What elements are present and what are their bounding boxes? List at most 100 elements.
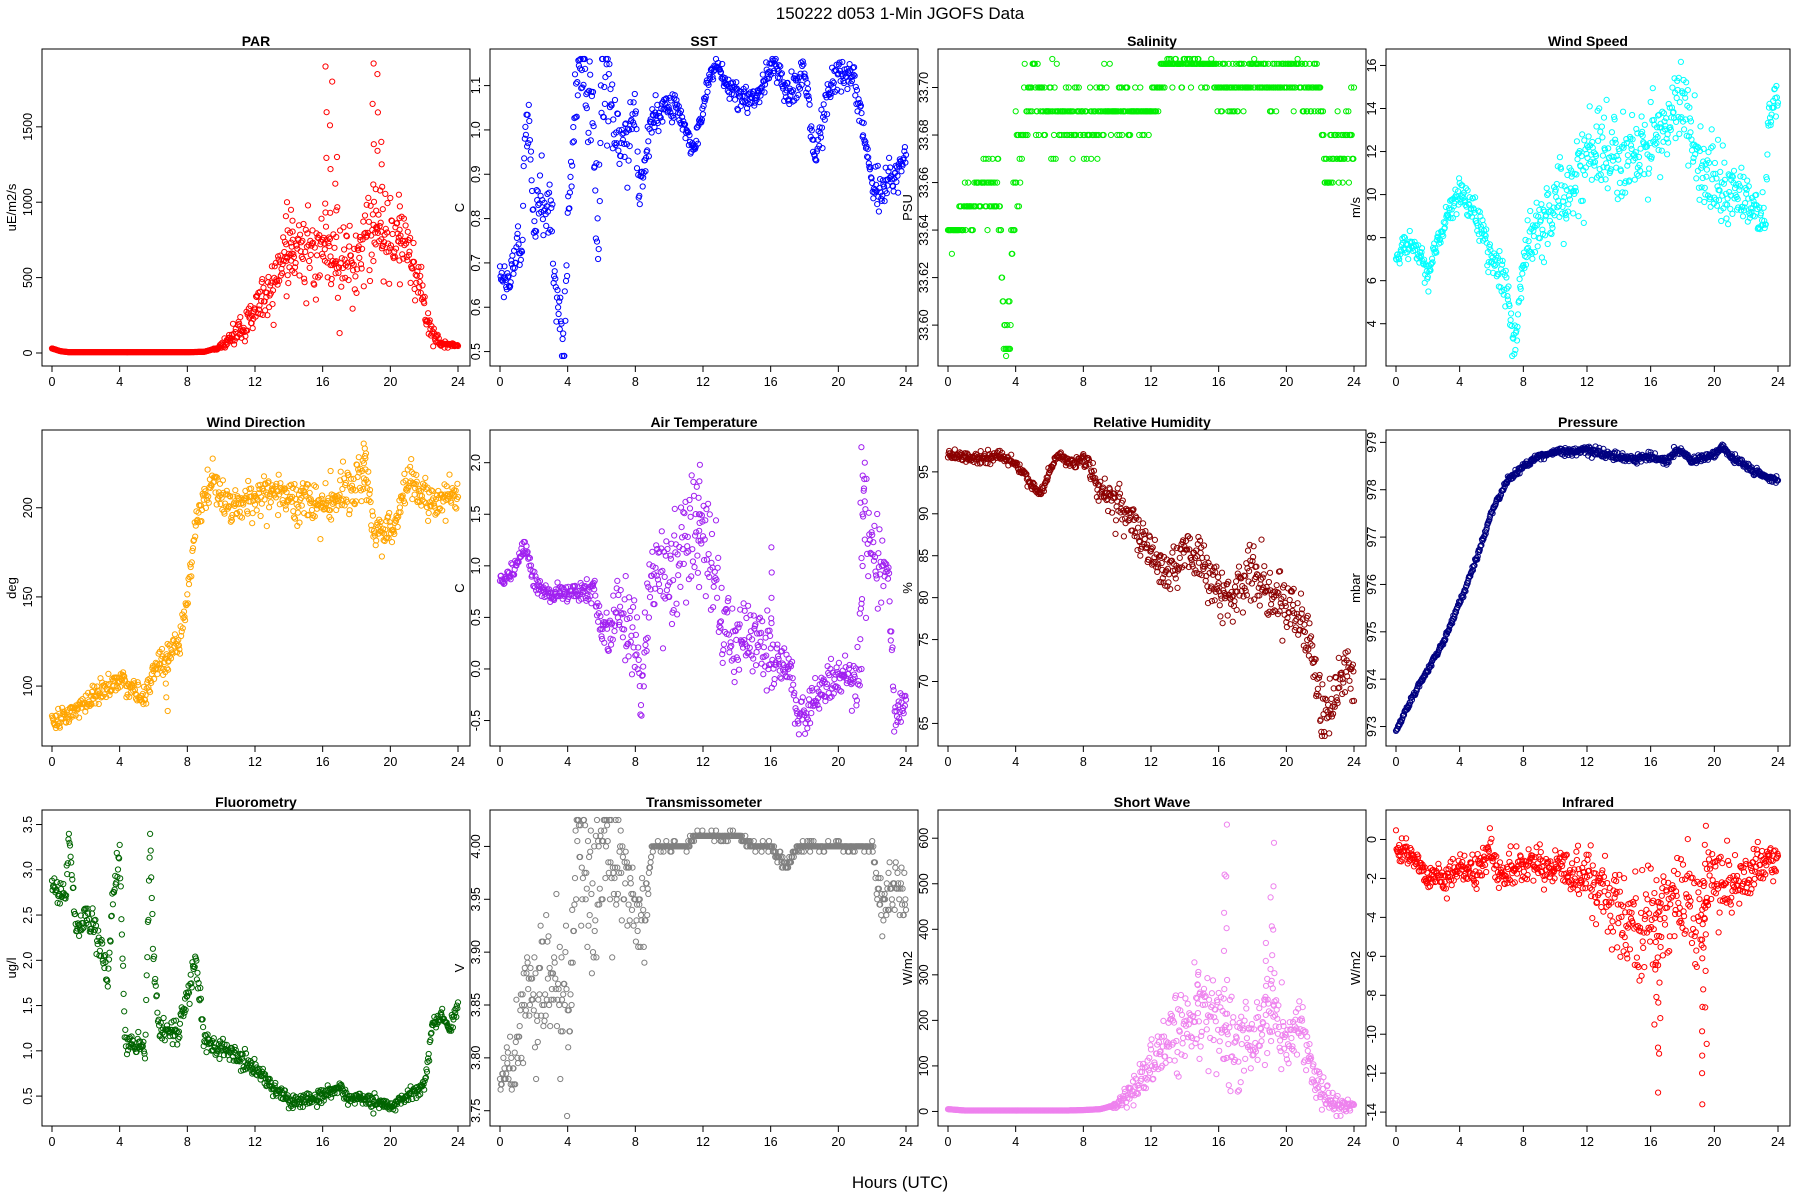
data-point	[689, 546, 696, 553]
data-point	[684, 543, 691, 550]
data-point	[282, 502, 289, 509]
data-point	[692, 532, 699, 539]
data-point	[1580, 219, 1587, 226]
data-point	[1442, 203, 1450, 211]
data-point	[776, 62, 783, 69]
data-point	[1027, 108, 1034, 115]
data-point	[596, 198, 603, 205]
data-point	[352, 232, 359, 239]
data-point	[276, 501, 283, 508]
data-point	[1695, 184, 1703, 191]
data-point	[283, 199, 291, 206]
data-point	[751, 102, 758, 109]
data-point	[999, 274, 1006, 281]
data-point	[343, 233, 350, 240]
data-point	[630, 604, 637, 611]
data-point	[1555, 202, 1563, 209]
data-point	[631, 597, 638, 604]
y-tick-label: -0.5	[469, 710, 483, 732]
data-point	[611, 96, 619, 104]
data-point	[377, 219, 384, 226]
data-point	[1268, 108, 1275, 115]
data-point	[1339, 179, 1346, 186]
data-point	[1302, 60, 1309, 67]
data-point	[650, 112, 657, 119]
data-point	[760, 644, 768, 651]
data-point	[147, 689, 154, 696]
data-point	[527, 148, 535, 155]
data-point	[332, 180, 339, 187]
panel-title-air-temperature: Air Temperature	[650, 414, 757, 430]
data-point	[1579, 197, 1586, 204]
data-point	[1622, 189, 1629, 196]
data-point	[792, 697, 800, 704]
data-point	[988, 203, 996, 210]
data-point	[1713, 175, 1720, 182]
data-point	[1687, 118, 1695, 125]
data-point	[198, 518, 205, 525]
data-point	[1233, 60, 1240, 67]
data-point	[1521, 252, 1529, 260]
data-point	[1474, 222, 1481, 229]
data-point	[421, 300, 428, 307]
data-point	[311, 244, 318, 251]
data-point	[266, 304, 273, 311]
data-point	[860, 120, 867, 127]
data-point	[92, 700, 99, 707]
data-point	[818, 106, 825, 113]
x-tick-label: 20	[831, 375, 845, 389]
data-point	[284, 255, 291, 262]
y-tick-label: 0.0	[469, 660, 483, 677]
data-point	[1265, 60, 1272, 67]
data-point	[745, 602, 752, 609]
data-point	[265, 273, 272, 281]
data-point	[663, 587, 671, 594]
data-point	[1064, 131, 1071, 139]
data-point	[419, 282, 426, 289]
data-point	[1520, 262, 1527, 269]
data-point	[288, 239, 295, 246]
data-point	[1736, 186, 1743, 193]
y-tick-label: 0.7	[469, 254, 483, 271]
data-point	[1521, 265, 1528, 272]
data-point	[378, 553, 385, 560]
data-point	[292, 495, 299, 503]
data-point	[819, 145, 826, 152]
data-point	[331, 244, 338, 251]
data-point	[615, 591, 622, 599]
data-point	[1492, 261, 1499, 268]
data-point	[1633, 171, 1641, 178]
data-point	[1603, 160, 1610, 167]
data-point	[370, 198, 378, 205]
data-point	[370, 141, 377, 148]
data-point	[994, 179, 1001, 186]
x-tick-label: 12	[696, 375, 710, 389]
data-point	[1534, 243, 1541, 250]
data-point	[1513, 337, 1521, 344]
data-point	[1542, 232, 1549, 239]
data-point	[1644, 196, 1652, 203]
data-point	[1698, 165, 1705, 172]
data-point	[1605, 145, 1612, 152]
data-point	[1709, 143, 1716, 150]
data-point	[1399, 235, 1406, 242]
data-point	[249, 510, 256, 517]
data-point	[567, 173, 574, 180]
data-point	[818, 124, 826, 131]
data-point	[589, 88, 597, 96]
y-tick-label: 95	[917, 465, 931, 479]
data-point	[410, 239, 417, 247]
data-point	[282, 213, 289, 220]
data-point	[381, 239, 388, 246]
data-point	[282, 506, 290, 513]
data-point	[1068, 131, 1075, 139]
data-point	[192, 533, 199, 540]
data-point	[1495, 271, 1502, 278]
data-point	[1350, 84, 1358, 91]
data-point	[1740, 207, 1748, 214]
data-point	[714, 564, 721, 571]
data-point	[794, 77, 801, 84]
data-point	[232, 487, 239, 494]
data-point	[238, 334, 245, 341]
